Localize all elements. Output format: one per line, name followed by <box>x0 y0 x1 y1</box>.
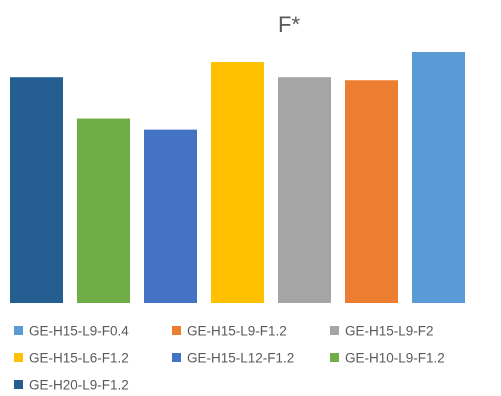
legend-item-ge-h15-l9-f0-4: GE-H15-L9-F0.4 <box>14 324 129 339</box>
legend-item-ge-h15-l6-f1-2: GE-H15-L6-F1.2 <box>14 351 129 366</box>
legend-label: GE-H15-L12-F1.2 <box>187 351 294 366</box>
bar-ge-h15-l9-f1-2 <box>345 80 398 304</box>
chart-title: F* <box>278 12 300 37</box>
legend-swatch <box>330 326 339 335</box>
legend-label: GE-H15-L6-F1.2 <box>29 351 129 366</box>
legend-swatch <box>14 353 23 362</box>
legend-swatch <box>330 353 339 362</box>
legend-swatch <box>14 380 23 389</box>
legend-label: GE-H20-L9-F1.2 <box>29 378 129 393</box>
bar-ge-h20-l9-f1-2 <box>10 77 63 303</box>
bar-ge-h10-l9-f1-2 <box>77 118 130 303</box>
legend-label: GE-H15-L9-F0.4 <box>29 324 129 339</box>
legend-label: GE-H10-L9-F1.2 <box>345 351 445 366</box>
legend-swatch <box>172 353 181 362</box>
legend-item-ge-h15-l9-f2: GE-H15-L9-F2 <box>330 324 434 339</box>
legend-item-ge-h15-l9-f1-2: GE-H15-L9-F1.2 <box>172 324 287 339</box>
bars-group <box>10 52 465 304</box>
legend-label: GE-H15-L9-F2 <box>345 324 434 339</box>
bar-ge-h15-l9-f0-4 <box>412 52 465 304</box>
bar-ge-h15-l12-f1-2 <box>144 129 197 303</box>
legend-swatch <box>14 326 23 335</box>
bar-ge-h15-l6-f1-2 <box>211 62 264 304</box>
legend-item-ge-h20-l9-f1-2: GE-H20-L9-F1.2 <box>14 378 129 393</box>
legend-label: GE-H15-L9-F1.2 <box>187 324 287 339</box>
legend-swatch <box>172 326 181 335</box>
legend-item-ge-h15-l12-f1-2: GE-H15-L12-F1.2 <box>172 351 294 366</box>
legend-item-ge-h10-l9-f1-2: GE-H10-L9-F1.2 <box>330 351 445 366</box>
bar-ge-h15-l9-f2 <box>278 77 331 303</box>
legend: GE-H15-L9-F0.4 GE-H15-L9-F1.2 GE-H15-L9-F2… <box>14 324 445 393</box>
